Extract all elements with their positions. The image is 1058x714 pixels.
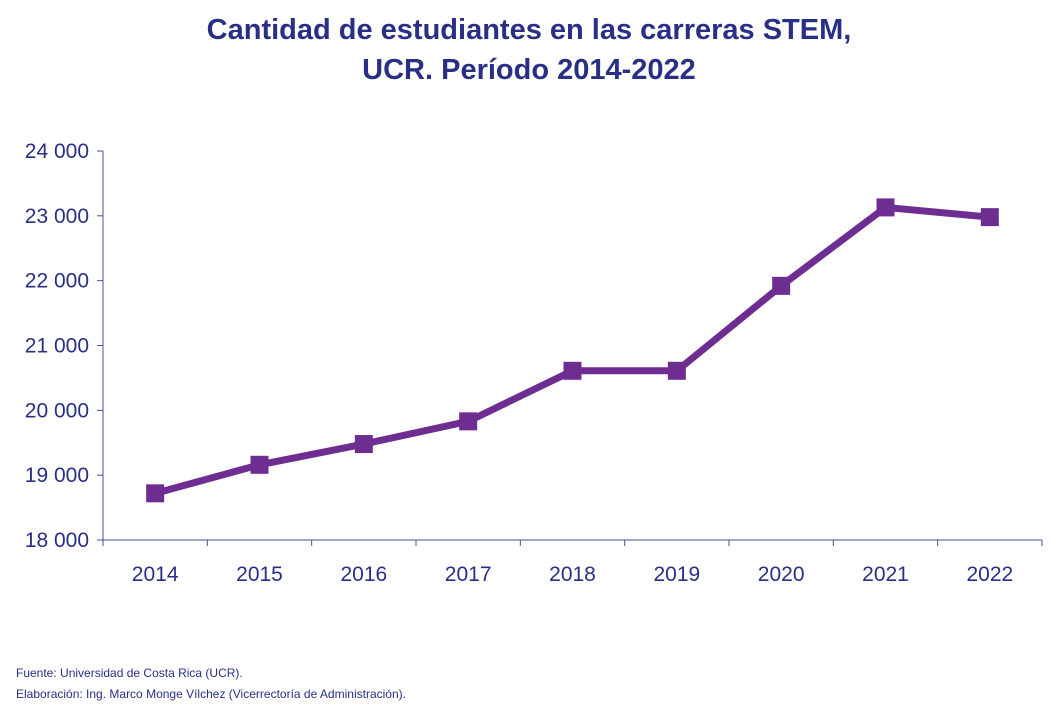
data-point-marker [876,198,895,217]
data-point-marker [250,455,269,474]
x-tick-label: 2015 [236,563,283,586]
chart-footer: Fuente: Universidad de Costa Rica (UCR).… [16,663,406,705]
data-point-marker [772,276,791,295]
data-point-marker [146,484,165,503]
data-point-marker [563,361,582,380]
x-tick-label: 2017 [445,563,492,586]
x-tick-label: 2018 [549,563,596,586]
y-tick-label: 19 000 [25,464,89,487]
x-tick-label: 2021 [862,563,909,586]
data-point-marker [980,208,999,227]
x-tick-label: 2019 [653,563,700,586]
x-tick-label: 2016 [340,563,387,586]
x-tick-label: 2020 [758,563,805,586]
data-point-marker [354,435,373,454]
data-point-marker [667,361,686,380]
y-tick-label: 21 000 [25,335,89,358]
y-tick-label: 23 000 [25,205,89,228]
y-tick-label: 24 000 [25,140,89,163]
chart-title-line-1: Cantidad de estudiantes en las carreras … [206,14,852,46]
chart-title-line-2: UCR. Período 2014-2022 [362,54,696,86]
source-note: Fuente: Universidad de Costa Rica (UCR). [16,666,243,680]
y-tick-label: 20 000 [25,399,89,422]
x-tick-label: 2022 [966,563,1013,586]
y-tick-label: 18 000 [25,529,89,552]
chart-title: Cantidad de estudiantes en las carreras … [0,10,1058,90]
credit-note: Elaboración: Ing. Marco Monge Vílchez (V… [16,687,406,701]
series-line [151,203,994,497]
x-tick-label: 2014 [132,563,179,586]
y-tick-label: 22 000 [25,270,89,293]
data-point-marker [459,412,478,431]
